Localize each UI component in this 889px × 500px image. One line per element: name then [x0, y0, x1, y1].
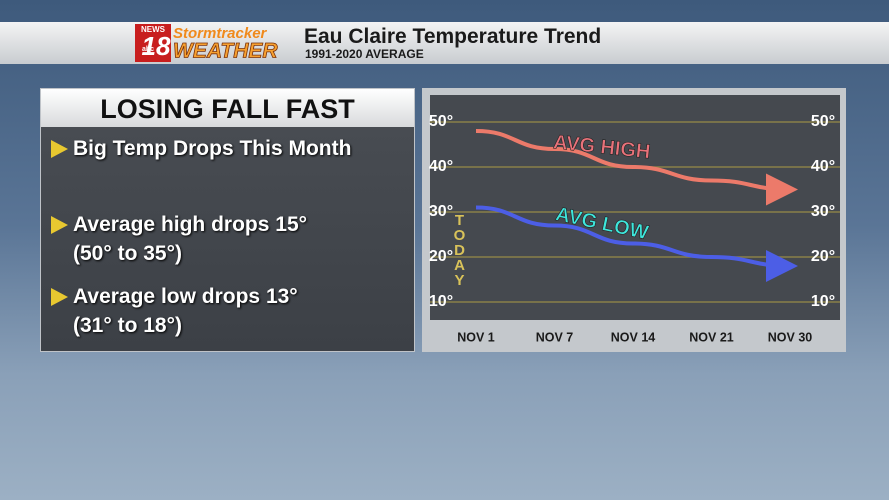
y-tick-label: 30°	[811, 203, 835, 220]
bullet-text: Average high drops 15°	[73, 213, 308, 236]
logo-number: 18	[142, 31, 171, 61]
y-tick-label: 40°	[429, 158, 453, 175]
y-tick-label: 10°	[811, 293, 835, 310]
bullet-text: Big Temp Drops This Month	[73, 137, 352, 160]
bullet: Big Temp Drops This Month	[51, 134, 351, 163]
bullet: Average low drops 13° (31° to 18°)	[51, 282, 298, 340]
panel-title: LOSING FALL FAST	[41, 89, 414, 127]
bullet: Average high drops 15° (50° to 35°)	[51, 210, 307, 268]
x-tick-label: NOV 30	[768, 330, 813, 344]
x-tick-label: NOV 7	[536, 330, 574, 344]
y-tick-label: 40°	[811, 158, 835, 175]
x-tick-label: NOV 1	[457, 330, 495, 344]
y-tick-label: 50°	[429, 113, 453, 130]
text-panel: LOSING FALL FAST Big Temp Drops This Mon…	[40, 88, 415, 352]
bullet-detail: (31° to 18°)	[73, 314, 182, 337]
logo: NEWS 18 abc Stormtracker WEATHER	[135, 24, 279, 62]
logo-station: NEWS	[141, 25, 166, 34]
y-tick-label: 50°	[811, 113, 835, 130]
subtitle: 1991-2020 AVERAGE	[305, 47, 424, 61]
y-tick-label: 20°	[811, 248, 835, 265]
bullet-text: Average low drops 13°	[73, 285, 298, 308]
y-tick-label: 10°	[429, 293, 453, 310]
logo-brand: Stormtracker	[173, 25, 268, 42]
x-tick-label: NOV 21	[689, 330, 734, 344]
series-line	[475, 129, 798, 206]
logo-product: WEATHER	[173, 40, 278, 62]
y-tick-label: 30°	[429, 203, 453, 220]
logo-network: abc	[142, 46, 154, 53]
y-tick-label: 20°	[429, 248, 453, 265]
x-tick-label: NOV 14	[611, 330, 656, 344]
series-line	[475, 205, 798, 282]
annotation: TODAY	[451, 212, 468, 287]
title: Eau Claire Temperature Trend	[304, 25, 602, 48]
bullet-detail: (50° to 35°)	[73, 242, 182, 265]
